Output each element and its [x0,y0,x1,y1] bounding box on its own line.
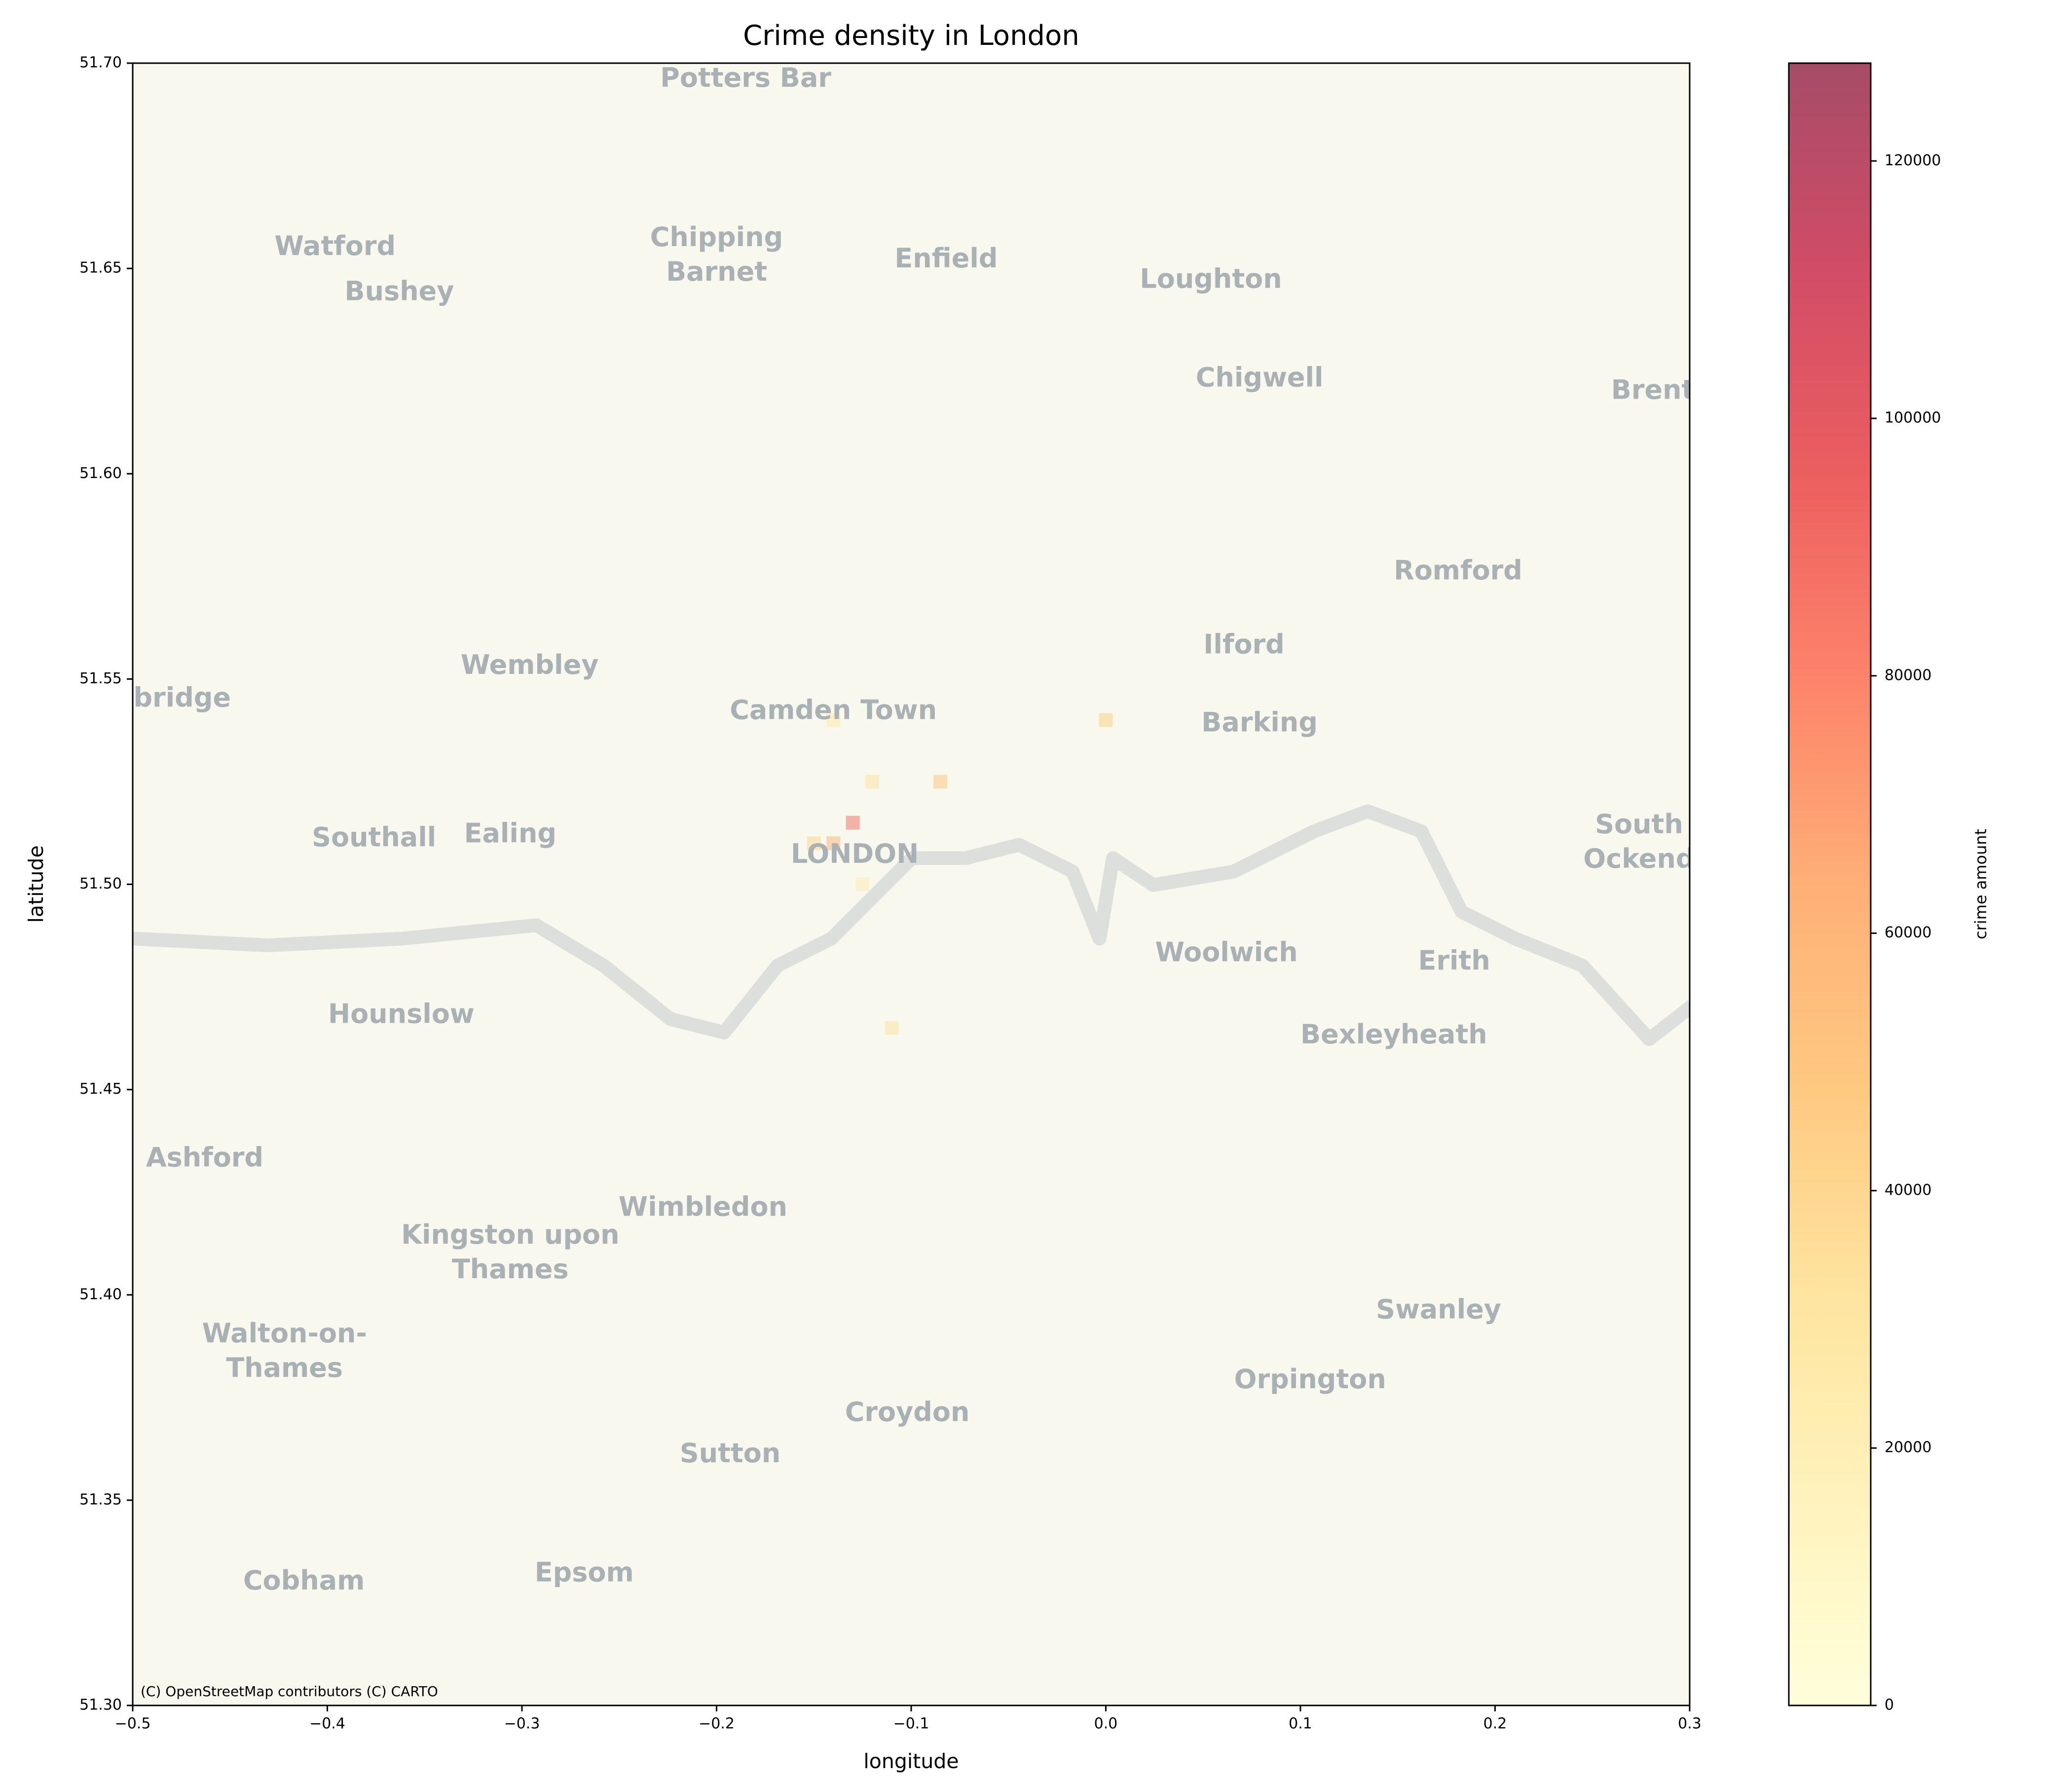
place-label: Romford [1394,555,1522,586]
place-label: xbridge [116,682,231,713]
place-label: Hounslow [328,998,475,1029]
place-label: Erith [1418,945,1490,976]
y-tick-label: 51.40 [79,1286,122,1303]
density-cell [885,1021,899,1035]
place-label: Thames [452,1254,569,1285]
place-label: Ashford [146,1142,263,1173]
place-label: Wimbledon [619,1191,787,1222]
x-tick-label: −0.1 [893,1715,929,1733]
x-tick-label: 0.0 [1094,1715,1118,1733]
place-label: Bushey [344,276,454,307]
x-tick-label: 0.3 [1678,1715,1702,1733]
y-tick-label: 51.35 [79,1491,122,1508]
place-label: Epsom [535,1556,634,1588]
place-label: Wembley [461,649,599,680]
place-label: Brent [1611,374,1695,405]
place-label: Ilford [1203,629,1284,660]
x-tick-label: 0.2 [1483,1715,1507,1733]
place-label: South [1595,809,1683,840]
density-cell [933,775,948,789]
x-tick-label: −0.4 [309,1715,345,1733]
y-tick-label: 51.65 [79,259,122,277]
place-label: Ealing [464,817,556,849]
x-tick-label: 0.1 [1289,1715,1312,1733]
density-cell [846,815,860,830]
attribution: (C) OpenStreetMap contributors (C) CARTO [141,1683,438,1700]
colorbar-tick-label: 40000 [1885,1182,1931,1199]
place-label: Chipping [650,222,783,253]
y-tick-label: 51.70 [79,54,122,72]
chart-title: Crime density in London [743,20,1079,52]
x-tick-label: −0.3 [504,1715,540,1733]
place-label: Camden Town [730,695,937,726]
place-label: Southall [312,822,436,853]
place-label: LONDON [791,838,919,869]
place-label: Thames [226,1352,343,1383]
y-tick-label: 51.45 [79,1080,122,1098]
place-label: Ockend [1583,843,1695,874]
place-label: Bexleyheath [1300,1019,1487,1050]
place-label: Potters Bar [660,62,831,93]
place-label: Woolwich [1155,937,1297,968]
place-label: Barking [1201,707,1318,738]
colorbar-tick-label: 100000 [1885,409,1941,427]
place-label: Loughton [1140,263,1282,295]
place-label: Barnet [666,256,767,287]
colorbar [1788,62,1872,1706]
y-tick-label: 51.60 [79,465,122,482]
x-axis-label: longitude [863,1749,959,1773]
place-label: Enfield [894,243,998,274]
colorbar-tick-label: 120000 [1885,152,1941,169]
colorbar-tick-label: 0 [1885,1697,1894,1714]
colorbar-tick-label: 80000 [1885,666,1931,684]
x-tick-label: −0.5 [115,1715,151,1733]
river [133,804,1690,1046]
density-cell [826,713,841,727]
density-cell [826,836,841,851]
density-cell [1099,713,1113,727]
place-label: Watford [274,230,396,261]
place-label: Swanley [1376,1294,1501,1325]
y-tick-label: 51.30 [79,1697,122,1714]
place-label: Chigwell [1196,362,1324,393]
place-label: Cobham [243,1565,365,1596]
y-tick-label: 51.55 [79,670,122,687]
y-axis-label: latitude [24,845,48,923]
density-cell [865,775,880,789]
x-tick-label: −0.2 [699,1715,735,1733]
place-label: Walton-on- [202,1318,367,1349]
place-label: Orpington [1234,1364,1386,1395]
colorbar-tick-label: 20000 [1885,1439,1931,1456]
place-label: Kingston upon [401,1219,619,1250]
map-background [133,63,1690,1705]
density-cell [855,877,870,891]
place-label: Sutton [680,1438,781,1469]
colorbar-label: crime amount [1971,829,1990,939]
colorbar-tick-label: 60000 [1885,924,1931,941]
y-tick-label: 51.50 [79,875,122,892]
density-cell [807,836,821,851]
place-label: Croydon [845,1397,970,1428]
